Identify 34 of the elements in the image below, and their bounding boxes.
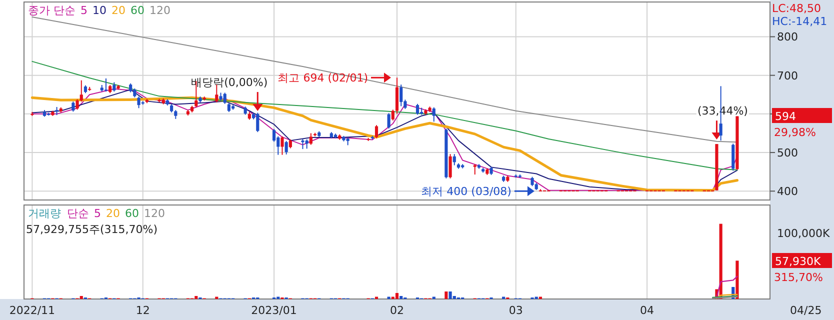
- text: HC:-14,41: [772, 15, 828, 28]
- text: 20: [112, 4, 126, 17]
- y-tick-label: 500: [777, 146, 798, 160]
- text: 57,930K: [775, 255, 822, 268]
- text: LC:48,50: [772, 2, 822, 15]
- annotation: 57,929,755주(315,70%): [26, 223, 158, 236]
- y-tick-label: 400: [777, 185, 798, 198]
- annotation: 배당락(0,00%): [191, 76, 268, 89]
- annotation: 최고 694 (02/01): [278, 72, 368, 85]
- x-tick-label: 12: [136, 304, 150, 317]
- y-tick-label: 800: [777, 30, 798, 44]
- text: 10: [92, 4, 106, 17]
- text: 04/25: [790, 304, 822, 317]
- text: 60: [125, 207, 139, 220]
- chart-title: 거래량: [28, 207, 61, 220]
- text: 20: [106, 207, 120, 220]
- x-tick-label: 2022/11: [9, 304, 56, 317]
- text: 5: [80, 4, 88, 17]
- legend-title: 종가 단순: [28, 4, 76, 17]
- legend-title: 단순: [67, 207, 89, 220]
- text: 5: [94, 207, 101, 220]
- text: 100,000K: [777, 227, 830, 240]
- text: 315,70%: [774, 271, 823, 284]
- annotation: 최저 400 (03/08): [421, 185, 512, 198]
- x-tick-label: 2023/01: [251, 304, 297, 317]
- y-tick-label: 700: [777, 69, 798, 82]
- x-tick-label: 04: [640, 304, 654, 317]
- text: 60: [130, 4, 144, 17]
- series-label: 120: [150, 4, 170, 17]
- x-tick-label: 02: [390, 304, 404, 317]
- text: 594: [775, 110, 796, 123]
- text: 120: [144, 207, 165, 220]
- x-tick-label: 03: [508, 304, 523, 317]
- text: 29,98%: [774, 126, 816, 139]
